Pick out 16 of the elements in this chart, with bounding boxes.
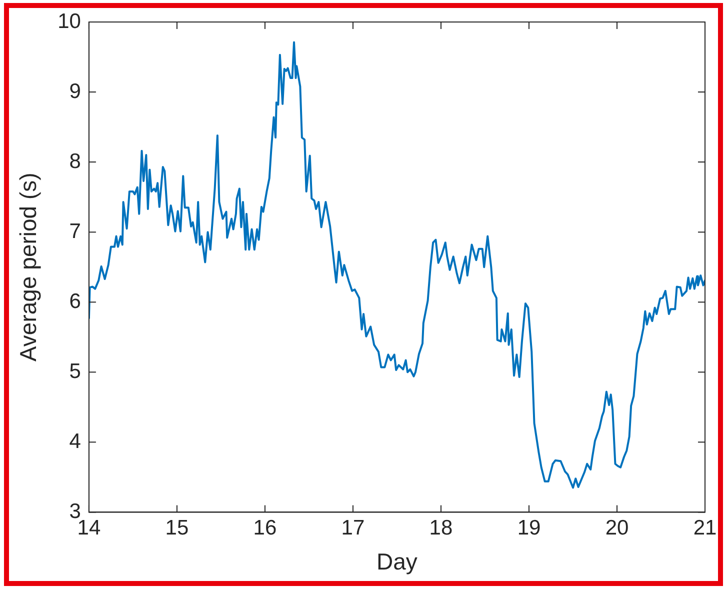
y-axis-title: Average period (s) bbox=[15, 172, 42, 362]
y-tick-label: 7 bbox=[69, 220, 81, 243]
x-tick-label: 16 bbox=[253, 516, 277, 540]
y-tick-label: 8 bbox=[69, 150, 81, 173]
y-tick-label: 6 bbox=[69, 290, 81, 313]
y-tick-label: 10 bbox=[58, 10, 81, 33]
x-axis-title: Day bbox=[376, 548, 418, 575]
y-tick-label: 9 bbox=[69, 80, 81, 103]
x-tick-label: 18 bbox=[429, 516, 453, 540]
x-tick-label: 17 bbox=[341, 516, 365, 540]
x-tick-label: 21 bbox=[693, 516, 717, 540]
x-tick-label: 20 bbox=[605, 516, 629, 540]
y-tick-label: 5 bbox=[69, 360, 81, 383]
x-tick-label: 19 bbox=[517, 516, 541, 540]
x-tick-label: 15 bbox=[165, 516, 189, 540]
y-tick-label: 4 bbox=[69, 430, 82, 453]
